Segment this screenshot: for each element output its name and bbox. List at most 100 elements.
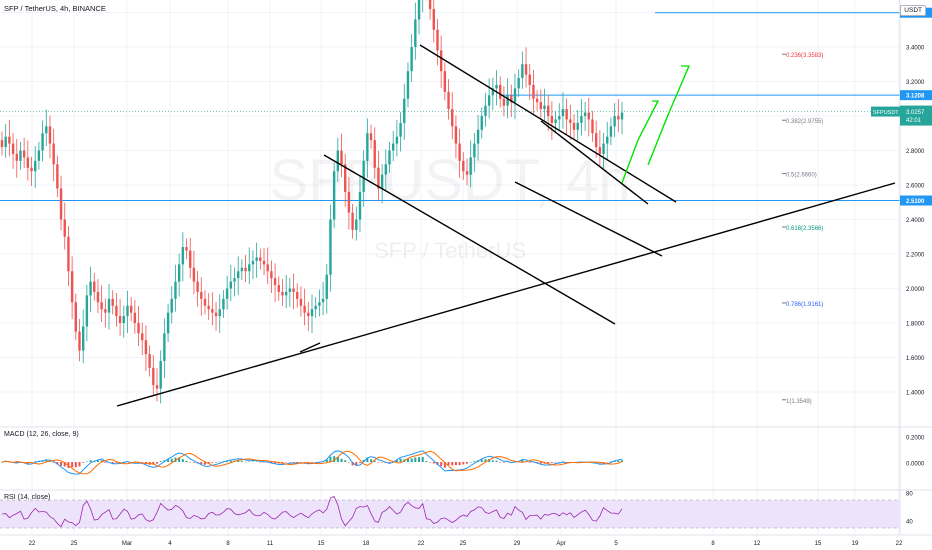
candle-body: [251, 260, 255, 265]
candle-body: [107, 298, 111, 313]
level-price-text: 3.1208: [906, 94, 925, 100]
candle-body: [266, 264, 269, 272]
macd-histogram-bar: [399, 458, 402, 462]
time-tick-label: 22: [418, 541, 425, 547]
candle-body: [447, 91, 450, 110]
candle-body: [133, 312, 137, 323]
candle-body: [185, 247, 188, 251]
candle-body: [513, 88, 517, 103]
level-price-tag: [900, 195, 932, 206]
currency-badge[interactable]: USDT: [900, 5, 926, 16]
horizontal-levels: [0, 12, 900, 202]
candle-body: [606, 136, 609, 144]
macd-histogram-bar: [274, 462, 277, 464]
candle-body: [517, 78, 520, 89]
candle-body: [159, 360, 162, 389]
chart-title: SFP / TetherUS, 4h, BINANCE: [4, 4, 106, 13]
candle-body: [85, 295, 89, 327]
candle-body: [358, 191, 362, 220]
candle-body: [332, 171, 336, 220]
macd-histogram-bar: [78, 462, 81, 467]
fibonacci-levels: 0(3.9772)0.236(3.3583)0.382(2.9755)0.5(2…: [782, 53, 823, 405]
candle-body: [137, 323, 140, 334]
candle-body: [26, 157, 30, 168]
time-tick-label: 22: [896, 541, 903, 547]
macd-histogram-bar: [115, 462, 118, 463]
macd-histogram-bar: [373, 460, 376, 462]
macd-histogram-bar: [388, 462, 391, 464]
macd-histogram-bar: [499, 462, 502, 463]
trend-line[interactable]: [299, 342, 321, 353]
fib-level-label: 0.5(2.6660): [786, 173, 817, 179]
time-tick-label: 12: [754, 541, 761, 547]
candle-body: [451, 109, 454, 127]
candle-body: [192, 267, 196, 282]
candle-body: [111, 298, 114, 306]
candle-body: [506, 95, 509, 106]
candle-body: [37, 150, 41, 161]
macd-histogram-bar: [347, 462, 350, 463]
candle-body: [543, 105, 546, 110]
time-tick-label: 15: [318, 541, 325, 547]
rsi-pane: 80 40: [0, 489, 932, 529]
candle-body: [218, 309, 221, 317]
macd-histogram-bar: [539, 462, 542, 464]
macd-tick-label: 0.0000: [906, 462, 925, 468]
candle-body: [502, 98, 506, 106]
macd-histogram-bar: [307, 462, 310, 463]
candle-body: [288, 288, 292, 292]
candle-body: [307, 312, 310, 317]
candle-body: [303, 305, 306, 313]
candle-body: [495, 84, 498, 89]
macd-histogram-bar: [285, 462, 288, 463]
time-tick-label: 8: [711, 541, 715, 547]
time-tick-label: 29: [514, 541, 521, 547]
macd-histogram-bar: [89, 460, 92, 462]
candle-body: [8, 136, 11, 144]
macd-histogram-bar: [259, 462, 262, 463]
candle-body: [510, 95, 513, 103]
macd-histogram-bar: [410, 458, 413, 462]
projection-path-1[interactable]: [621, 100, 659, 184]
candle-body: [351, 212, 354, 230]
candle-body: [314, 305, 317, 310]
candle-body: [572, 122, 576, 130]
macd-histogram-bar: [491, 460, 494, 462]
candle-body: [34, 160, 37, 172]
candle-body: [524, 64, 528, 75]
candle-body: [166, 312, 170, 334]
macd-histogram-bar: [488, 459, 491, 462]
trend-line[interactable]: [323, 154, 616, 325]
trend-line[interactable]: [419, 44, 677, 203]
macd-histogram-bar: [469, 461, 472, 463]
macd-histogram-bar: [229, 460, 232, 462]
macd-histogram-bar: [381, 462, 384, 463]
macd-histogram-bar: [325, 459, 328, 462]
macd-histogram-bar: [606, 462, 609, 463]
macd-histogram-bar: [240, 460, 243, 462]
candle-body: [259, 257, 262, 261]
macd-histogram-bar: [218, 461, 221, 463]
candle-body: [340, 150, 343, 165]
candle-body: [273, 278, 277, 286]
candle-body: [436, 29, 439, 51]
price-axis: 4.00003.80003.60003.40003.20003.00002.80…: [899, 0, 932, 535]
candle-body: [63, 219, 66, 237]
trend-line[interactable]: [540, 120, 649, 205]
level-price-tag: [900, 90, 932, 101]
candle-body: [380, 174, 384, 189]
candle-body: [144, 340, 148, 355]
trend-line[interactable]: [116, 182, 896, 407]
candle-body: [432, 9, 435, 30]
candle-body: [325, 274, 328, 299]
candle-body: [554, 119, 557, 123]
candle-body: [576, 122, 579, 130]
macd-histogram-bar: [299, 462, 302, 463]
trend-line[interactable]: [514, 181, 663, 257]
candle-body: [244, 267, 247, 272]
candle-body: [299, 298, 303, 306]
macd-histogram-bar: [336, 456, 339, 462]
projection-path-2[interactable]: [647, 65, 690, 166]
